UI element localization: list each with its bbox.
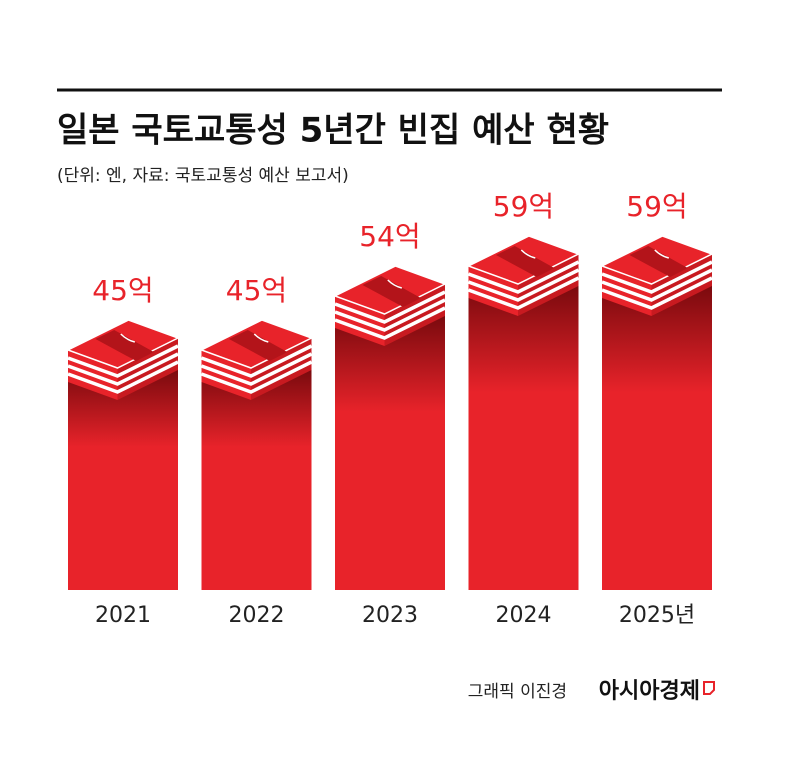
stack-band-fold	[120, 333, 135, 343]
stack-stripe	[467, 260, 580, 294]
value-label: 59억	[493, 190, 554, 223]
stack-stripe	[601, 268, 713, 302]
value-label: 45억	[92, 274, 153, 307]
bar	[468, 286, 579, 590]
stack-band-fold	[253, 333, 269, 343]
chart-title: 일본 국토교통성 5년간 빈집 예산 현황	[57, 111, 609, 151]
x-tick-label: 2024	[496, 603, 552, 628]
x-tick-label: 2022	[229, 603, 285, 628]
chart-subtitle: (단위: 엔, 자료: 국토교통성 예산 보고서)	[57, 166, 349, 186]
stack-stripe	[67, 352, 179, 386]
money-stack	[600, 235, 714, 316]
stack-band-fold	[387, 279, 402, 289]
stack-band	[629, 246, 688, 277]
stack-stripe	[334, 290, 446, 324]
stack-stripe	[200, 352, 313, 386]
stack-band	[496, 246, 555, 277]
value-label: 54억	[359, 220, 420, 253]
bar	[68, 370, 178, 590]
stack-stripe	[200, 344, 313, 378]
stack-stripe	[467, 276, 580, 310]
publisher-icon	[703, 681, 715, 695]
stack-band	[229, 330, 288, 361]
stack-stripe	[601, 276, 713, 310]
stack-stripe	[200, 360, 313, 394]
money-stack	[466, 235, 581, 316]
stack-stripe	[334, 298, 446, 332]
bar	[602, 286, 712, 590]
stack-stripe	[67, 344, 179, 378]
stack-band	[362, 276, 421, 307]
stack-band	[95, 330, 154, 361]
stack-band-fold	[520, 249, 536, 259]
x-tick-label: 2023	[362, 603, 418, 628]
stack-band-fold	[654, 249, 669, 259]
credit: 그래픽 이진경	[468, 682, 567, 702]
bar	[201, 370, 312, 590]
x-tick-label: 2025년	[619, 603, 695, 628]
bar	[335, 316, 445, 590]
stack-stripe	[467, 268, 580, 302]
stack-stripe	[601, 260, 713, 294]
value-label: 59억	[626, 190, 687, 223]
stack-stripe	[334, 306, 446, 340]
x-tick-label: 2021	[95, 603, 151, 628]
stack-stripe	[67, 360, 179, 394]
value-label: 45억	[226, 274, 287, 307]
money-stack	[199, 319, 314, 400]
money-stack	[333, 265, 447, 346]
money-stack	[66, 319, 180, 400]
publisher: 아시아경제	[599, 679, 700, 704]
